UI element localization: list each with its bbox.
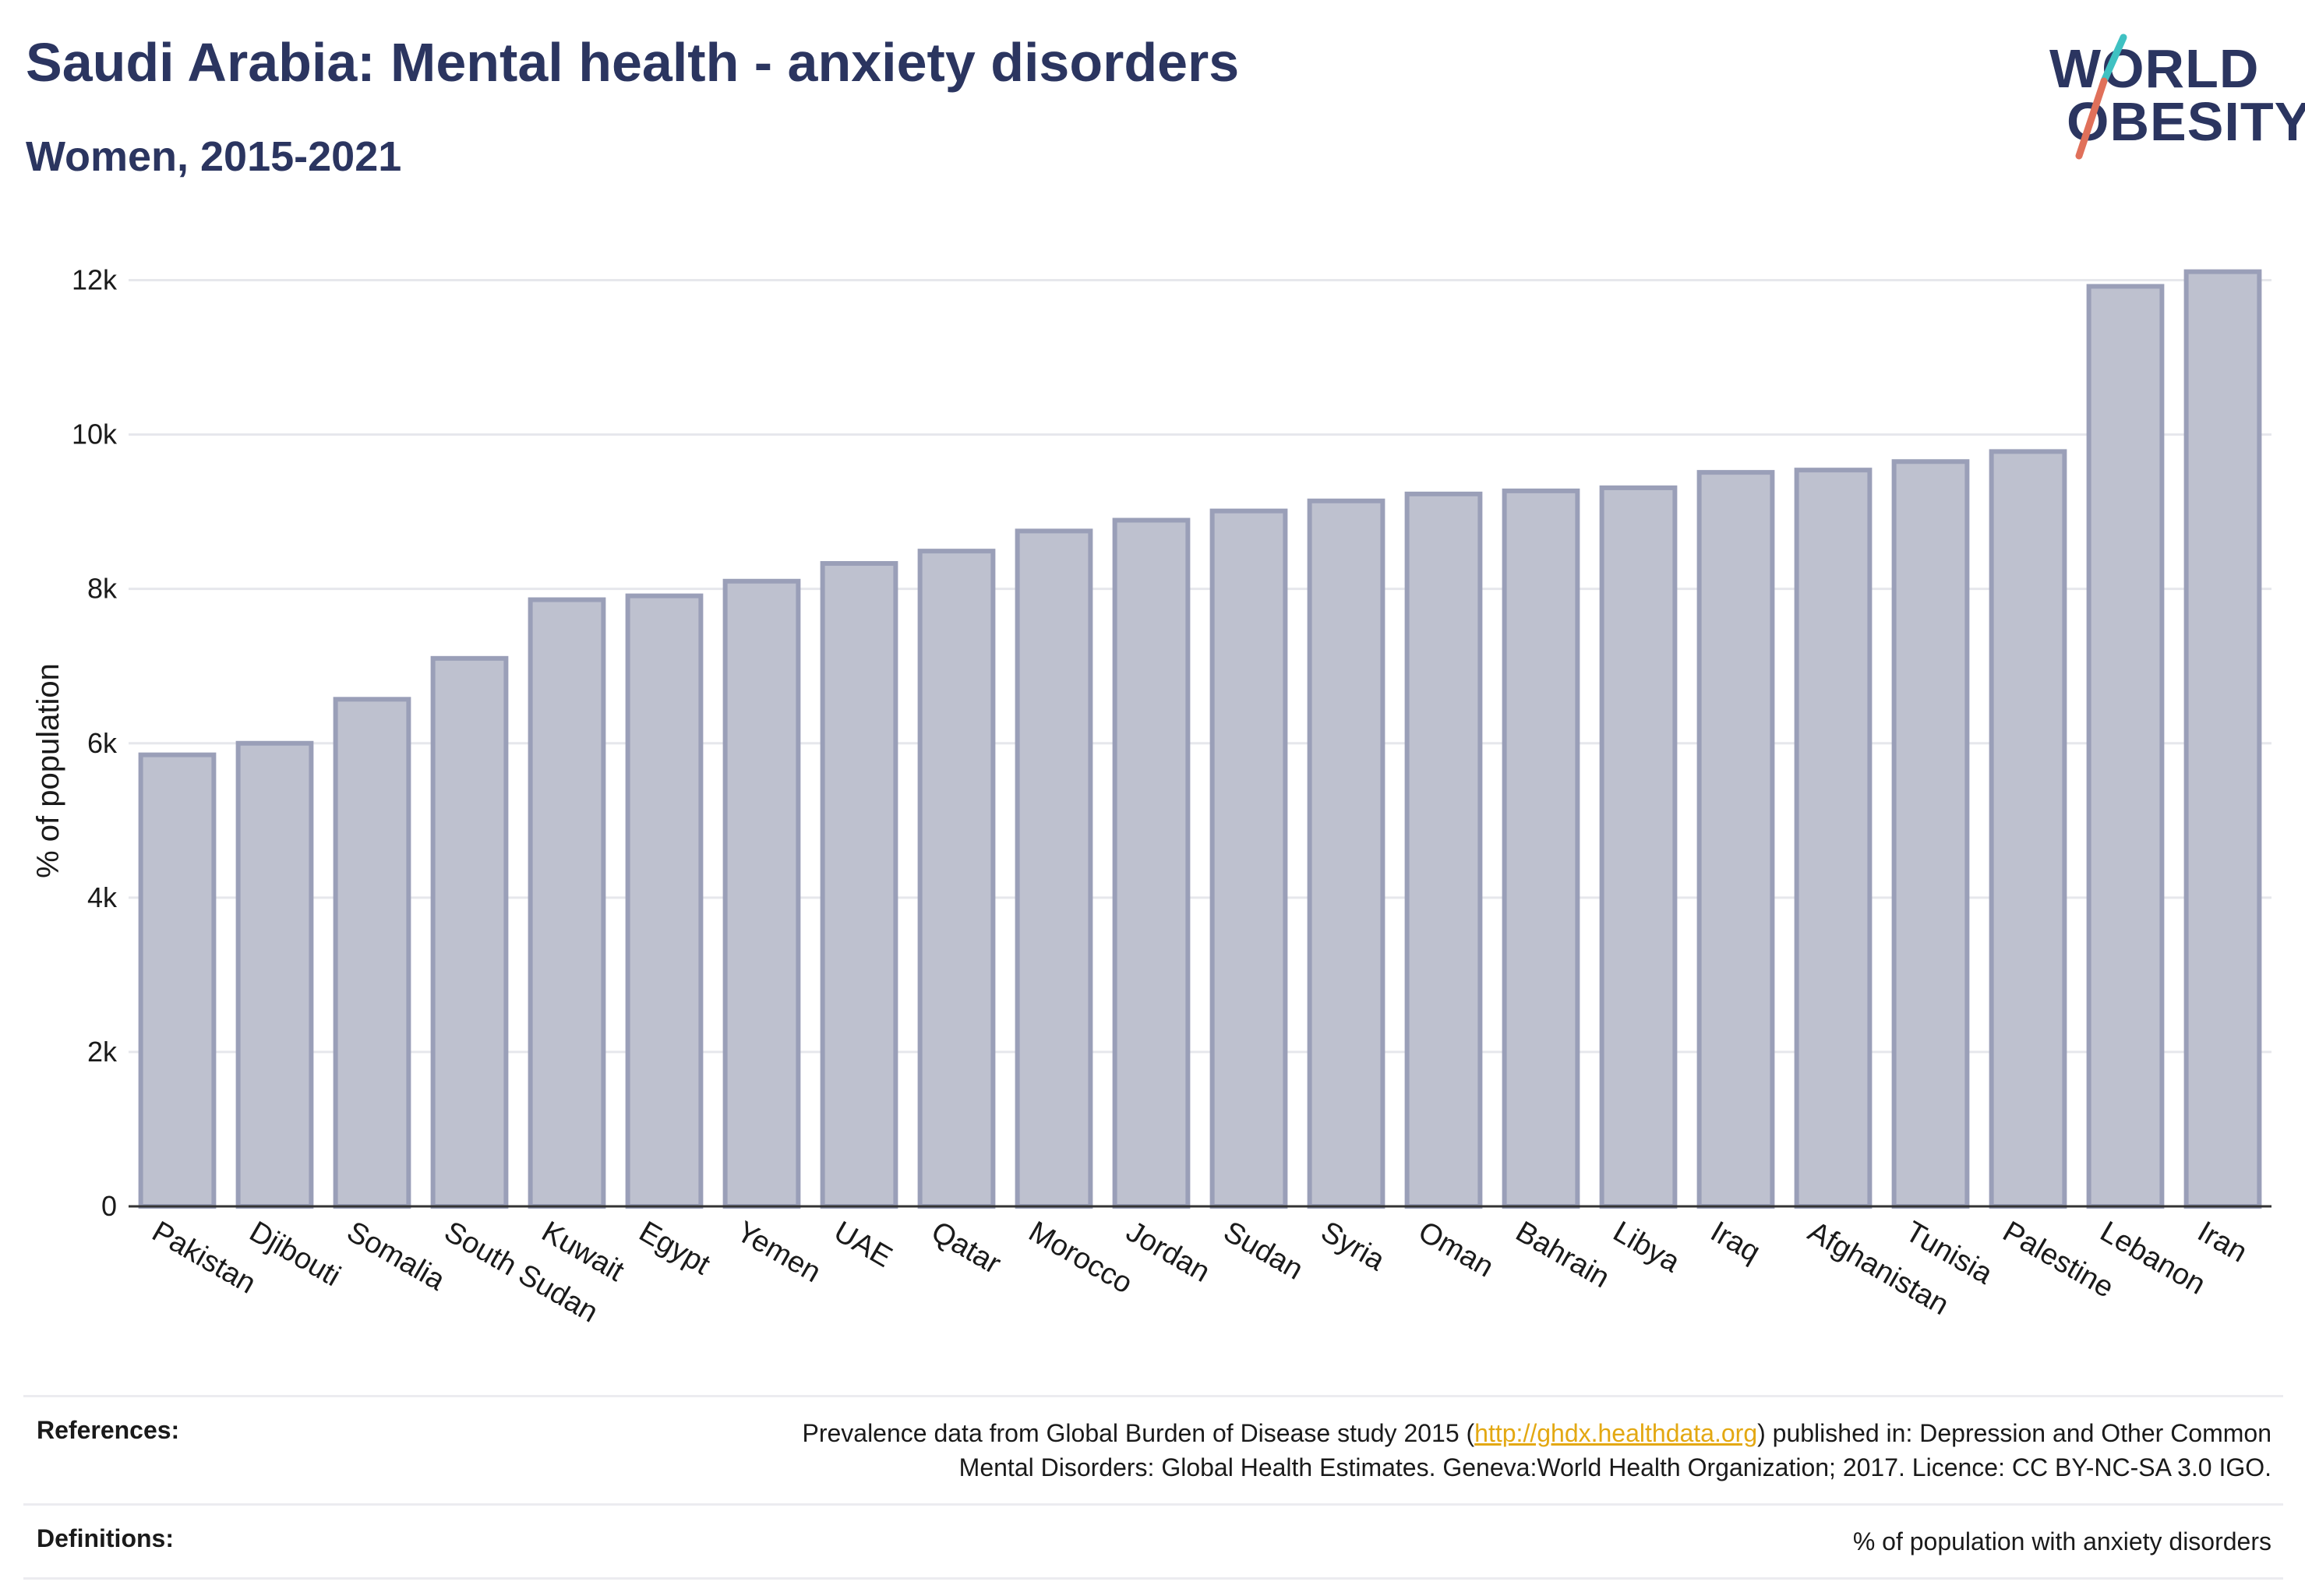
- chart-title: Saudi Arabia: Mental health - anxiety di…: [26, 32, 1240, 93]
- bar: [430, 655, 509, 1209]
- references-row: References: Prevalence data from Global …: [23, 1395, 2283, 1503]
- x-tick-label: Syria: [1315, 1215, 1391, 1277]
- references-text-after: ) published in: Depression and Other Com…: [1757, 1419, 2271, 1447]
- references-table: References: Prevalence data from Global …: [23, 1395, 2283, 1580]
- y-axis-title: % of population: [31, 663, 65, 878]
- logo-slash-icon: [2075, 34, 2127, 160]
- x-tick-label: Djibouti: [244, 1215, 346, 1293]
- definitions-label: Definitions:: [37, 1524, 174, 1552]
- x-tick-label: UAE: [828, 1215, 898, 1273]
- chart-subtitle: Women, 2015-2021: [26, 133, 402, 180]
- bar: [1502, 488, 1580, 1209]
- x-tick-label: Oman: [1413, 1215, 1499, 1284]
- healthdata-link[interactable]: http://ghdx.healthdata.org: [1474, 1419, 1758, 1447]
- bar: [625, 593, 704, 1209]
- bar: [917, 549, 996, 1209]
- bar: [1112, 517, 1191, 1209]
- x-tick-label: Jordan: [1121, 1215, 1216, 1288]
- bar: [1209, 508, 1288, 1209]
- y-tick-label: 6k: [87, 727, 118, 759]
- bar: [1015, 528, 1093, 1209]
- x-tick-label: Somalia: [341, 1215, 451, 1297]
- bar: [2183, 269, 2262, 1209]
- bar: [1989, 449, 2067, 1209]
- bar: [2086, 284, 2165, 1209]
- y-tick-label: 12k: [72, 264, 118, 296]
- references-text-line2: Mental Disorders: Global Health Estimate…: [958, 1453, 2271, 1481]
- x-tick-label: Qatar: [926, 1215, 1007, 1280]
- bar: [1891, 459, 1970, 1209]
- x-tick-label: Morocco: [1023, 1215, 1138, 1300]
- bar-chart: 02k4k6k8k10k12kPakistanDjiboutiSomaliaSo…: [31, 264, 2271, 1329]
- x-tick-label: Iran: [2192, 1215, 2253, 1269]
- y-tick-label: 4k: [87, 881, 118, 913]
- x-tick-label: Pakistan: [146, 1215, 261, 1300]
- definitions-row: Definitions: % of population with anxiet…: [23, 1503, 2283, 1580]
- logo-word-obesity: OBESITY: [2067, 91, 2305, 152]
- logo-word-world: WORLD: [2049, 38, 2260, 99]
- bar: [1404, 491, 1483, 1209]
- x-tick-label: Libya: [1608, 1215, 1686, 1279]
- bar: [1599, 485, 1678, 1209]
- references-text-before: Prevalence data from Global Burden of Di…: [802, 1419, 1475, 1447]
- bar: [235, 740, 314, 1209]
- x-tick-label: Bahrain: [1510, 1215, 1615, 1294]
- x-tick-label: Egypt: [634, 1215, 716, 1281]
- y-tick-label: 2k: [87, 1036, 118, 1068]
- bar: [138, 752, 217, 1209]
- y-tick-label: 10k: [72, 418, 118, 450]
- x-tick-label: Iraq: [1705, 1215, 1766, 1269]
- x-tick-label: Yemen: [731, 1215, 826, 1289]
- bar: [1696, 470, 1775, 1209]
- bar: [1794, 468, 1873, 1209]
- y-tick-label: 8k: [87, 573, 118, 605]
- x-tick-label: Sudan: [1218, 1215, 1308, 1286]
- definitions-text: % of population with anxiety disorders: [1852, 1527, 2271, 1555]
- bar: [528, 597, 606, 1209]
- references-label: References:: [37, 1416, 180, 1444]
- bar: [820, 560, 898, 1209]
- bar: [1307, 498, 1385, 1209]
- y-tick-label: 0: [101, 1190, 117, 1222]
- bar: [333, 697, 411, 1209]
- x-tick-label: Lebanon: [2095, 1215, 2211, 1301]
- bar: [722, 578, 801, 1209]
- x-tick-label: Palestine: [1997, 1215, 2119, 1305]
- references-text: Prevalence data from Global Burden of Di…: [802, 1416, 2271, 1485]
- world-obesity-logo: WORLD OBESITY: [2042, 31, 2305, 164]
